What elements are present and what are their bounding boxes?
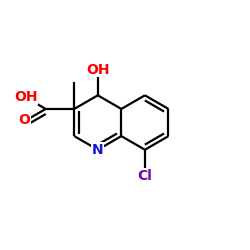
Text: N: N [92,143,104,157]
Text: O: O [18,114,30,128]
Text: OH: OH [14,90,38,104]
Text: Cl: Cl [138,169,152,183]
Text: OH: OH [86,62,110,76]
